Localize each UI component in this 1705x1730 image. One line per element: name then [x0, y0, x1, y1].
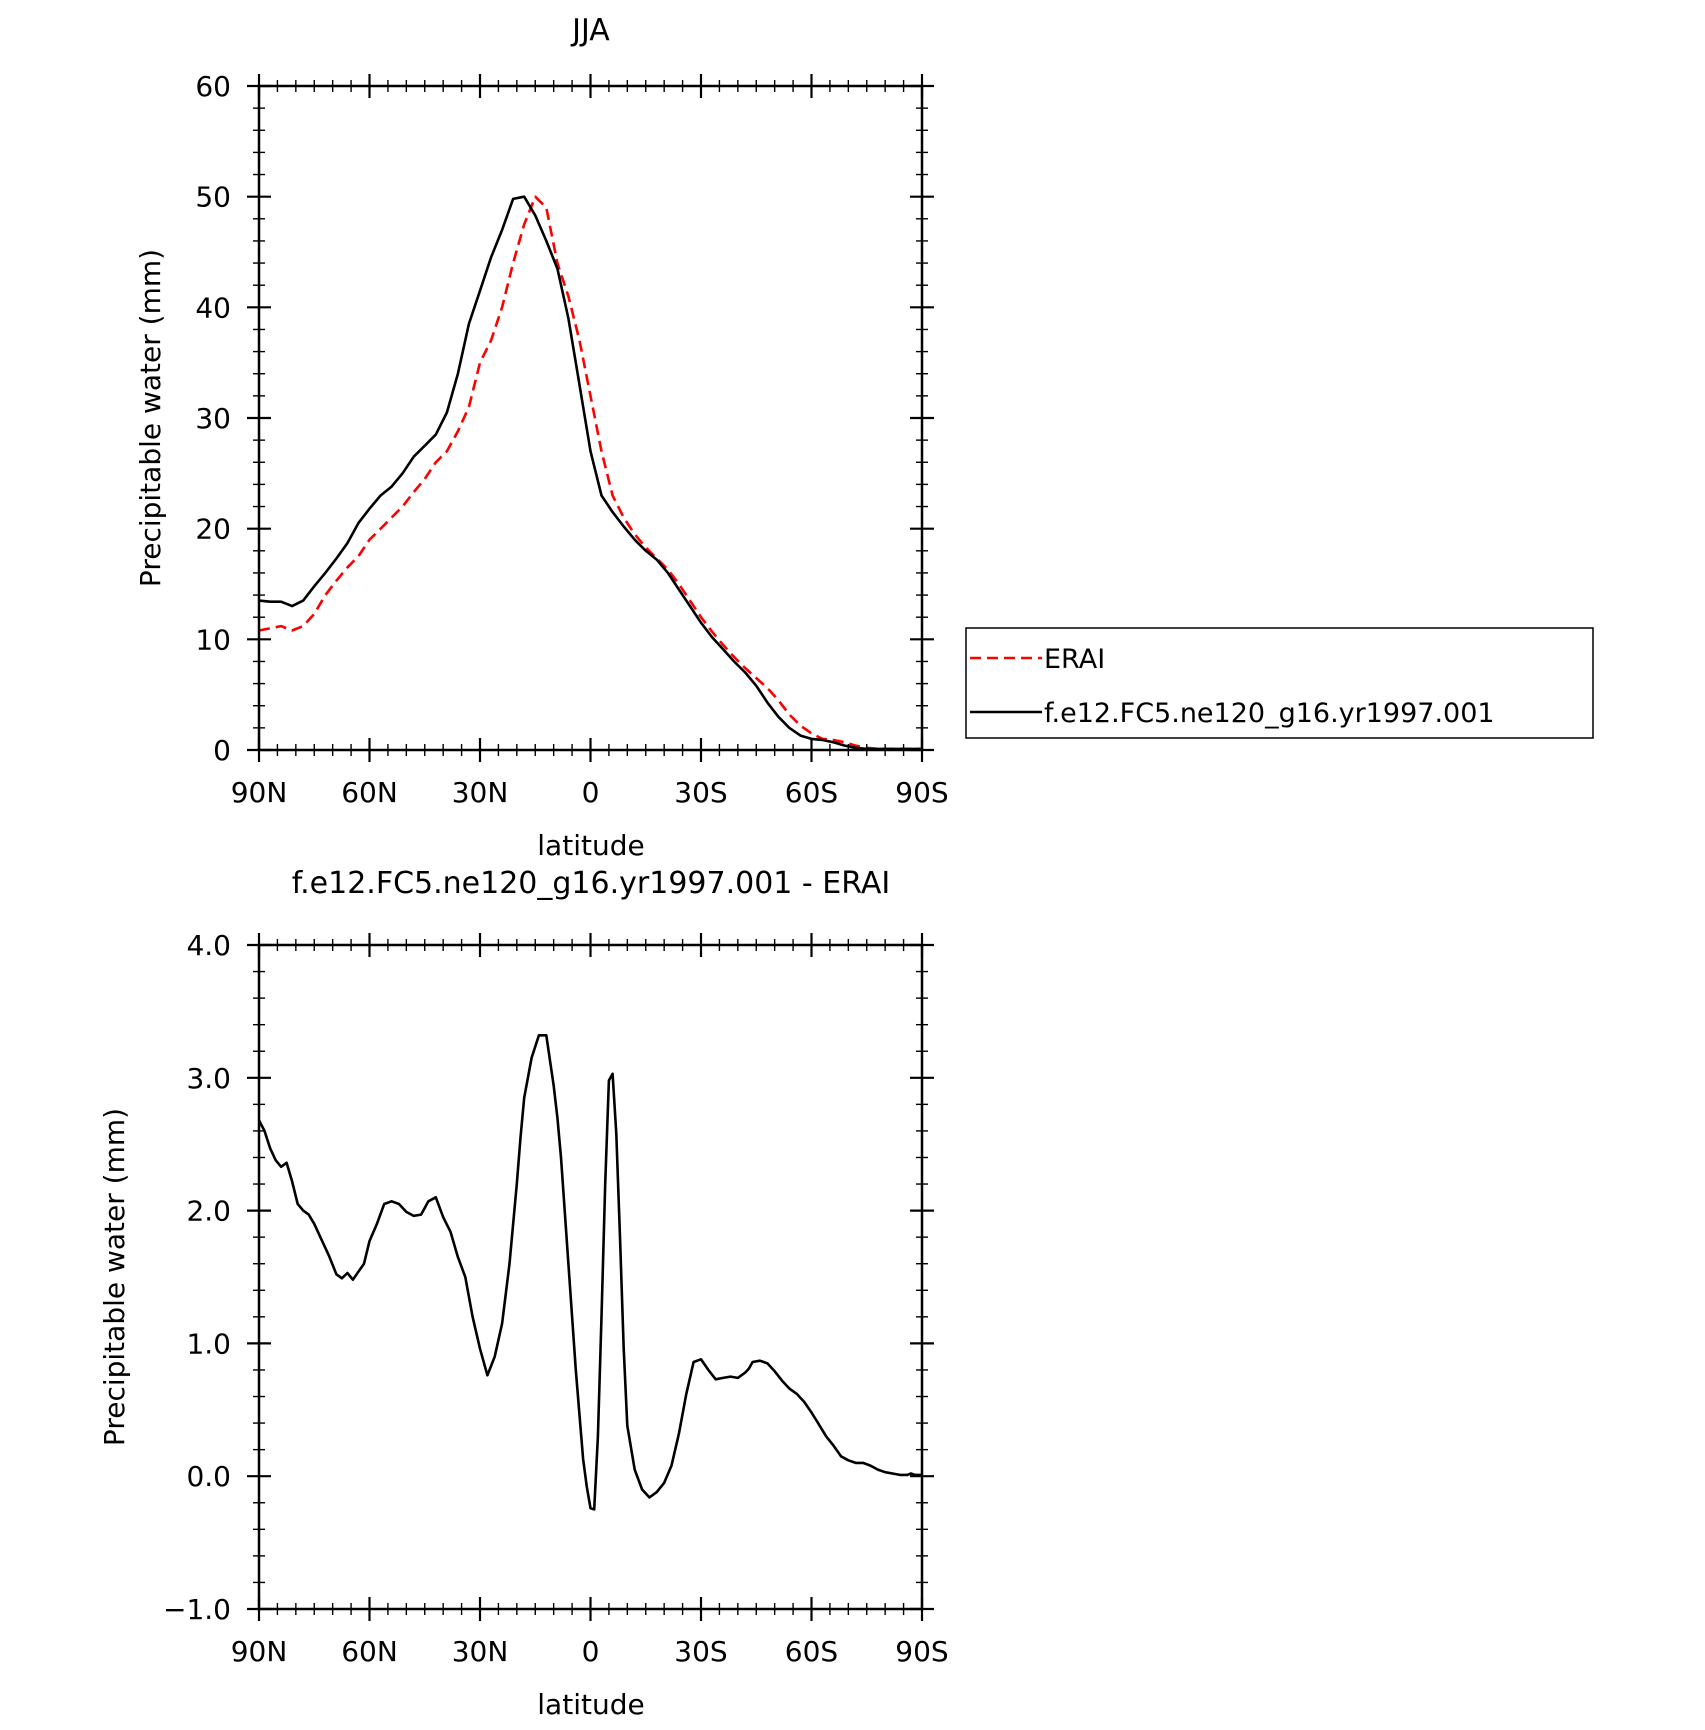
- bottom-x-tick-label: 90N: [231, 1635, 288, 1668]
- top-y-tick-label: 60: [195, 70, 231, 103]
- legend: ERAI f.e12.FC5.ne120_g16.yr1997.001: [965, 627, 1594, 739]
- bottom-series-line-difference: [257, 1034, 922, 1511]
- top-series-line-erai: [258, 195, 922, 751]
- bottom-chart-title: f.e12.FC5.ne120_g16.yr1997.001 - ERAI: [292, 866, 890, 901]
- top-x-tick-label: 90S: [895, 776, 948, 809]
- top-x-tick-label: 0: [582, 776, 600, 809]
- top-tick-labels: 0 10 20 30 40 50 60 90N 60N 30N 0 30S 60S 90S: [195, 70, 948, 809]
- top-x-tick-label: 60N: [341, 776, 398, 809]
- bottom-panel: f.e12.FC5.ne120_g16.yr1997.001 - ERAI −1…: [98, 866, 949, 1721]
- top-x-tick-label: 60S: [785, 776, 838, 809]
- bottom-y-tick-label: 4.0: [186, 929, 231, 962]
- top-y-tick-label: 50: [195, 181, 231, 214]
- legend-label-model: f.e12.FC5.ne120_g16.yr1997.001: [1044, 698, 1495, 729]
- bottom-y-tick-label: −1.0: [163, 1593, 231, 1626]
- bottom-ticks: [247, 933, 934, 1621]
- top-plot-frame: [257, 84, 924, 752]
- top-y-tick-label: 20: [195, 513, 231, 546]
- bottom-x-tick-label: 60S: [785, 1635, 838, 1668]
- bottom-x-tick-label: 30N: [452, 1635, 509, 1668]
- top-x-tick-label: 30N: [452, 776, 509, 809]
- bottom-x-axis-label: latitude: [537, 1688, 644, 1721]
- bottom-y-tick-label: 3.0: [186, 1062, 231, 1095]
- top-series-group: [258, 195, 922, 751]
- bottom-x-tick-label: 30S: [674, 1635, 727, 1668]
- bottom-x-tick-label: 0: [582, 1635, 600, 1668]
- bottom-y-tick-label: 0.0: [186, 1460, 231, 1493]
- bottom-y-axis-label: Precipitable water (mm): [98, 1108, 131, 1446]
- legend-box: [965, 627, 1594, 739]
- bottom-series-group: [257, 1034, 922, 1511]
- top-panel: JJA 0 10 20 30 40 50 60 90N 60N 30N 0 30S 60S 90S lat…: [134, 13, 1594, 862]
- bottom-x-tick-label: 90S: [895, 1635, 948, 1668]
- top-y-tick-label: 10: [195, 623, 231, 656]
- top-y-tick-label: 30: [195, 402, 231, 435]
- top-x-tick-label: 30S: [674, 776, 727, 809]
- legend-label-erai: ERAI: [1044, 644, 1105, 675]
- bottom-y-tick-label: 1.0: [186, 1327, 231, 1360]
- top-y-tick-label: 40: [195, 291, 231, 324]
- bottom-y-tick-label: 2.0: [186, 1195, 231, 1228]
- top-x-axis-label: latitude: [537, 829, 644, 862]
- bottom-x-tick-label: 60N: [341, 1635, 398, 1668]
- top-chart-title: JJA: [570, 13, 610, 48]
- top-ticks: [247, 74, 934, 762]
- top-x-tick-label: 90N: [231, 776, 288, 809]
- top-series-line-f-e12-fc5-ne120-g16-yr1997-001: [258, 195, 922, 751]
- top-y-axis-label: Precipitable water (mm): [134, 249, 167, 587]
- bottom-tick-labels: −1.0 0.0 1.0 2.0 3.0 4.0 90N 60N 30N 0 30S 60S 90S: [163, 929, 949, 1668]
- top-y-tick-label: 0: [213, 734, 231, 767]
